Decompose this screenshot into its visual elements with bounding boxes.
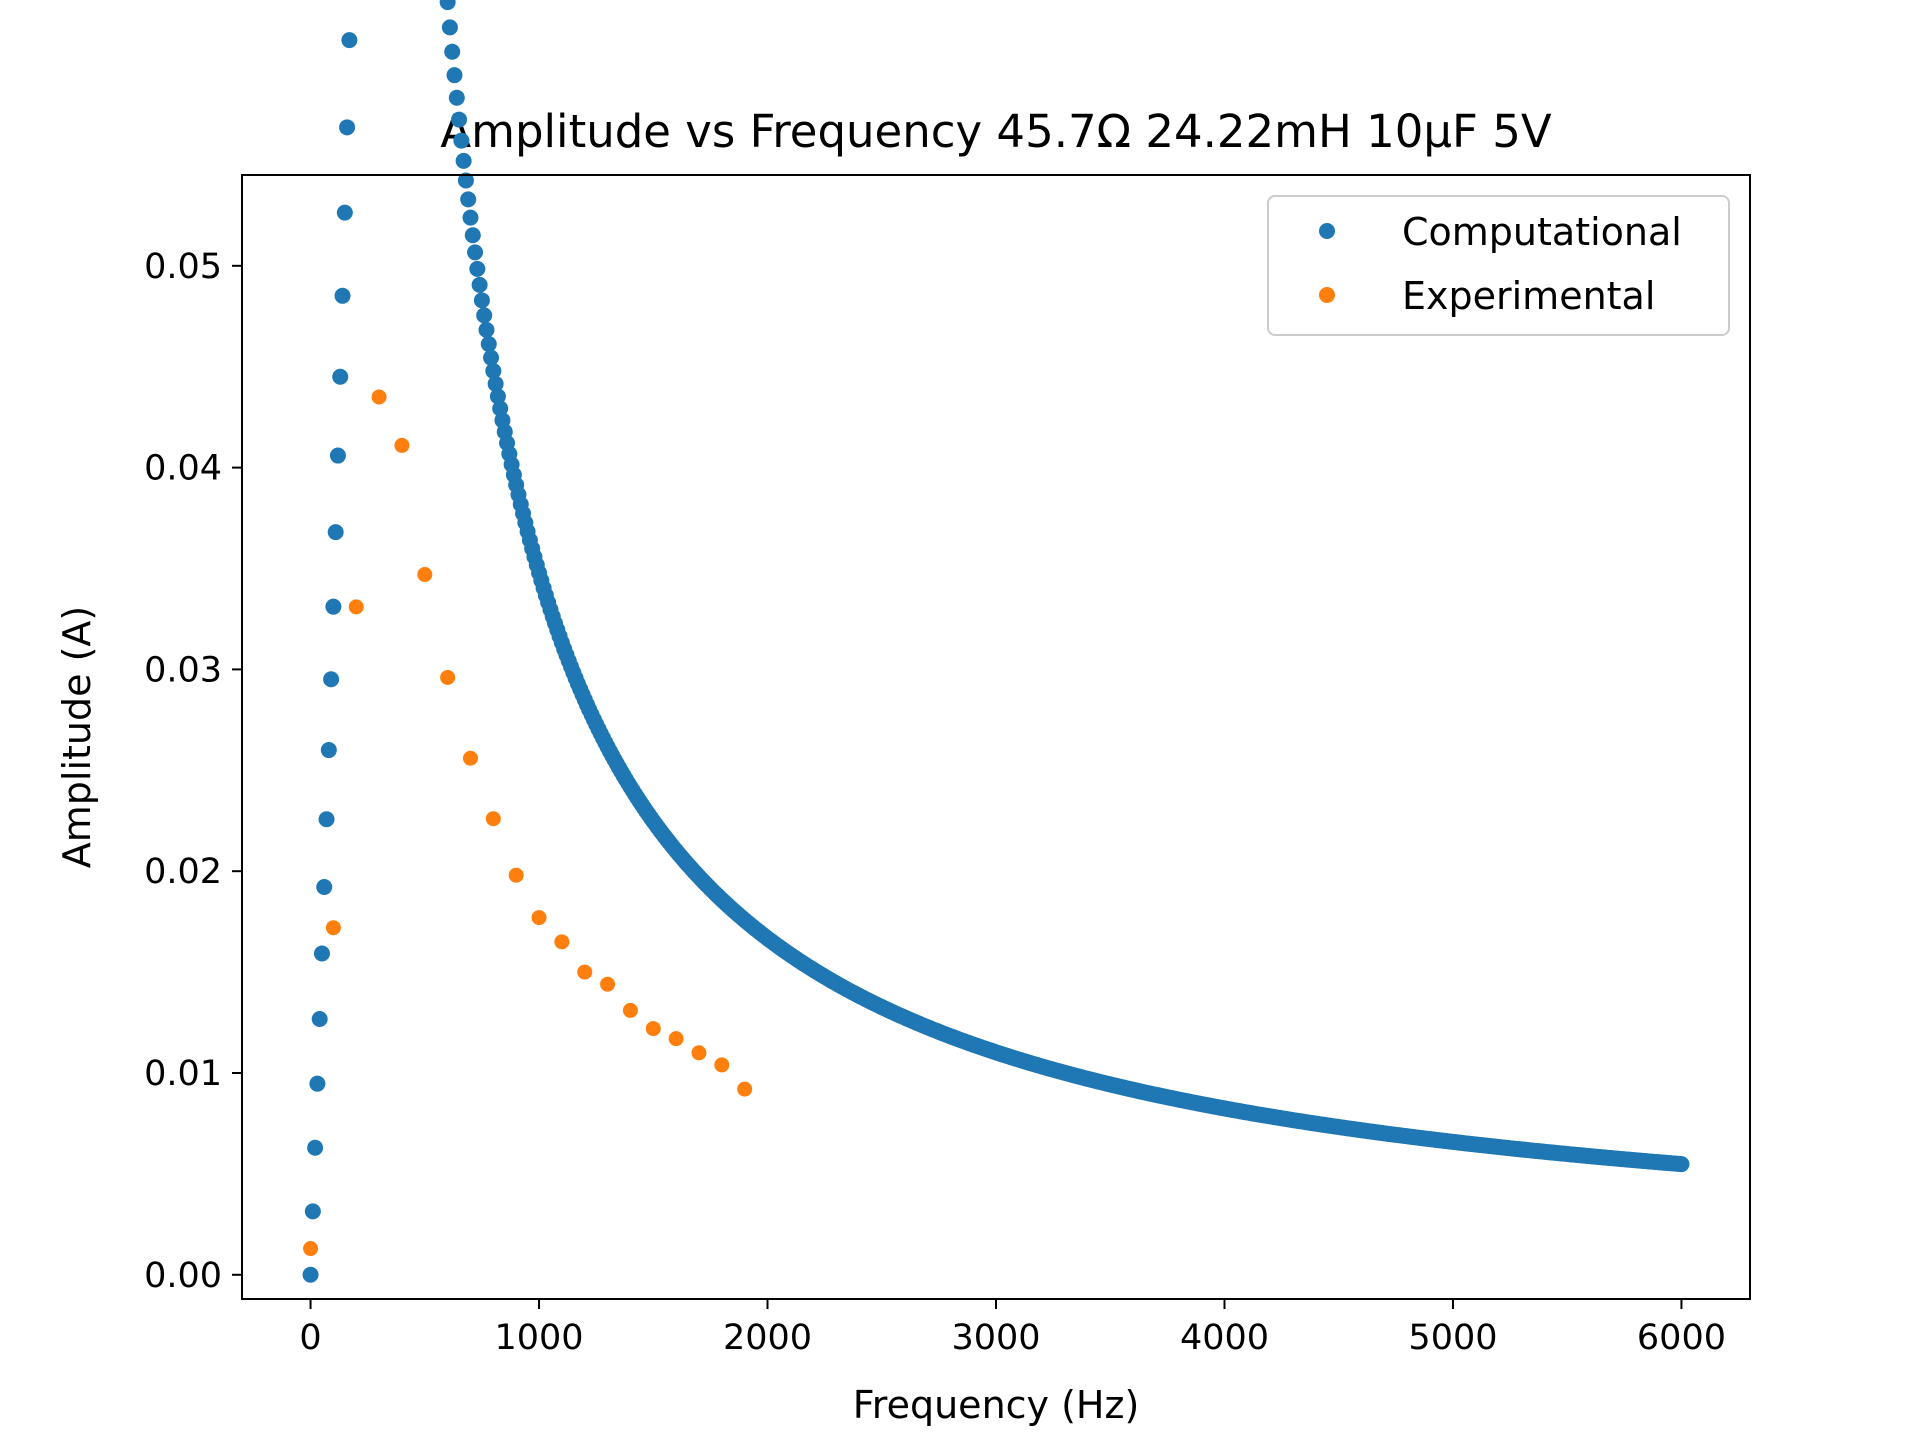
data-point-experimental [668, 1031, 684, 1047]
data-point-computational [457, 172, 474, 189]
data-point-computational [1673, 1156, 1690, 1173]
data-point-experimental [325, 920, 341, 936]
x-tick-label: 6000 [1637, 1318, 1726, 1358]
data-point-computational [320, 742, 337, 759]
data-point-experimental [348, 599, 364, 615]
data-point-computational [489, 388, 506, 405]
data-point-experimental [645, 1021, 661, 1037]
data-point-computational [464, 227, 481, 244]
data-point-computational [485, 362, 502, 379]
data-point-computational [478, 321, 495, 338]
x-tick-label: 0 [299, 1318, 321, 1358]
data-point-computational [460, 191, 477, 208]
x-tick-label: 4000 [1180, 1318, 1269, 1358]
data-point-computational [492, 400, 509, 417]
data-point-experimental [440, 669, 456, 685]
data-point-computational [448, 89, 465, 106]
data-point-computational [336, 204, 353, 221]
x-tick-label: 5000 [1408, 1318, 1497, 1358]
y-tick-label: 0.03 [144, 650, 222, 690]
data-point-computational [446, 67, 463, 84]
series-computational [302, 0, 1690, 1283]
data-point-computational [480, 335, 497, 352]
data-point-computational [327, 524, 344, 541]
legend-label-experimental: Experimental [1402, 274, 1655, 318]
data-point-computational [487, 375, 504, 392]
data-point-computational [451, 111, 468, 128]
data-point-computational [316, 878, 333, 895]
data-point-computational [473, 292, 490, 309]
data-point-experimental [600, 976, 616, 992]
data-point-experimental [462, 750, 478, 766]
data-point-computational [313, 945, 330, 962]
data-point-experimental [371, 389, 387, 405]
data-point-computational [444, 43, 461, 60]
x-tick-label: 1000 [494, 1318, 583, 1358]
y-tick-label: 0.05 [144, 247, 222, 287]
legend-box [1267, 195, 1730, 336]
data-point-computational [304, 1203, 321, 1220]
data-point-computational [325, 598, 342, 615]
data-point-computational [329, 447, 346, 464]
data-point-computational [334, 287, 351, 304]
x-axis-label: Frequency (Hz) [853, 1383, 1140, 1427]
data-point-experimental [303, 1241, 319, 1257]
data-point-computational [471, 276, 488, 293]
data-point-computational [307, 1139, 324, 1156]
data-point-computational [462, 209, 479, 226]
data-point-computational [455, 152, 472, 169]
legend-marker-experimental [1319, 287, 1335, 303]
data-point-computational [469, 260, 486, 277]
y-tick-label: 0.01 [144, 1054, 222, 1094]
data-point-computational [341, 32, 358, 49]
data-point-experimental [508, 867, 524, 883]
data-point-experimental [554, 934, 570, 950]
data-point-experimental [714, 1057, 730, 1073]
data-point-computational [453, 132, 470, 149]
data-point-experimental [691, 1045, 707, 1061]
y-axis-label: Amplitude (A) [55, 606, 99, 868]
x-tick-label: 2000 [723, 1318, 812, 1358]
x-tick-label: 3000 [951, 1318, 1040, 1358]
legend-label-computational: Computational [1402, 210, 1682, 254]
data-point-computational [332, 368, 349, 385]
y-tick-label: 0.04 [144, 449, 222, 489]
data-point-computational [439, 0, 456, 11]
legend: Computational Experimental [1267, 195, 1730, 336]
data-point-experimental [394, 437, 410, 453]
data-point-experimental [485, 811, 501, 827]
data-point-computational [467, 244, 484, 261]
series-experimental [303, 389, 753, 1257]
data-point-computational [302, 1266, 319, 1283]
series-layer [302, 0, 1690, 1283]
data-point-computational [311, 1011, 328, 1027]
data-point-computational [339, 119, 356, 136]
chart-title: Amplitude vs Frequency 45.7Ω 24.22mH 10μ… [440, 105, 1551, 158]
data-point-experimental [737, 1081, 753, 1097]
data-point-experimental [577, 964, 593, 980]
data-point-computational [441, 19, 458, 36]
legend-marker-computational [1319, 223, 1335, 239]
data-point-computational [483, 349, 500, 366]
data-point-experimental [622, 1002, 638, 1018]
data-point-experimental [417, 567, 433, 583]
ticks-layer: 0 1000 2000 3000 4000 5000 6000 0.00 0.01 0.02 0.0… [144, 247, 1726, 1358]
data-point-computational [476, 307, 493, 324]
data-point-computational [323, 671, 340, 688]
data-point-computational [309, 1075, 326, 1092]
y-tick-label: 0.02 [144, 852, 222, 892]
data-point-computational [318, 811, 335, 828]
data-point-experimental [531, 910, 547, 926]
y-tick-label: 0.00 [144, 1256, 222, 1296]
